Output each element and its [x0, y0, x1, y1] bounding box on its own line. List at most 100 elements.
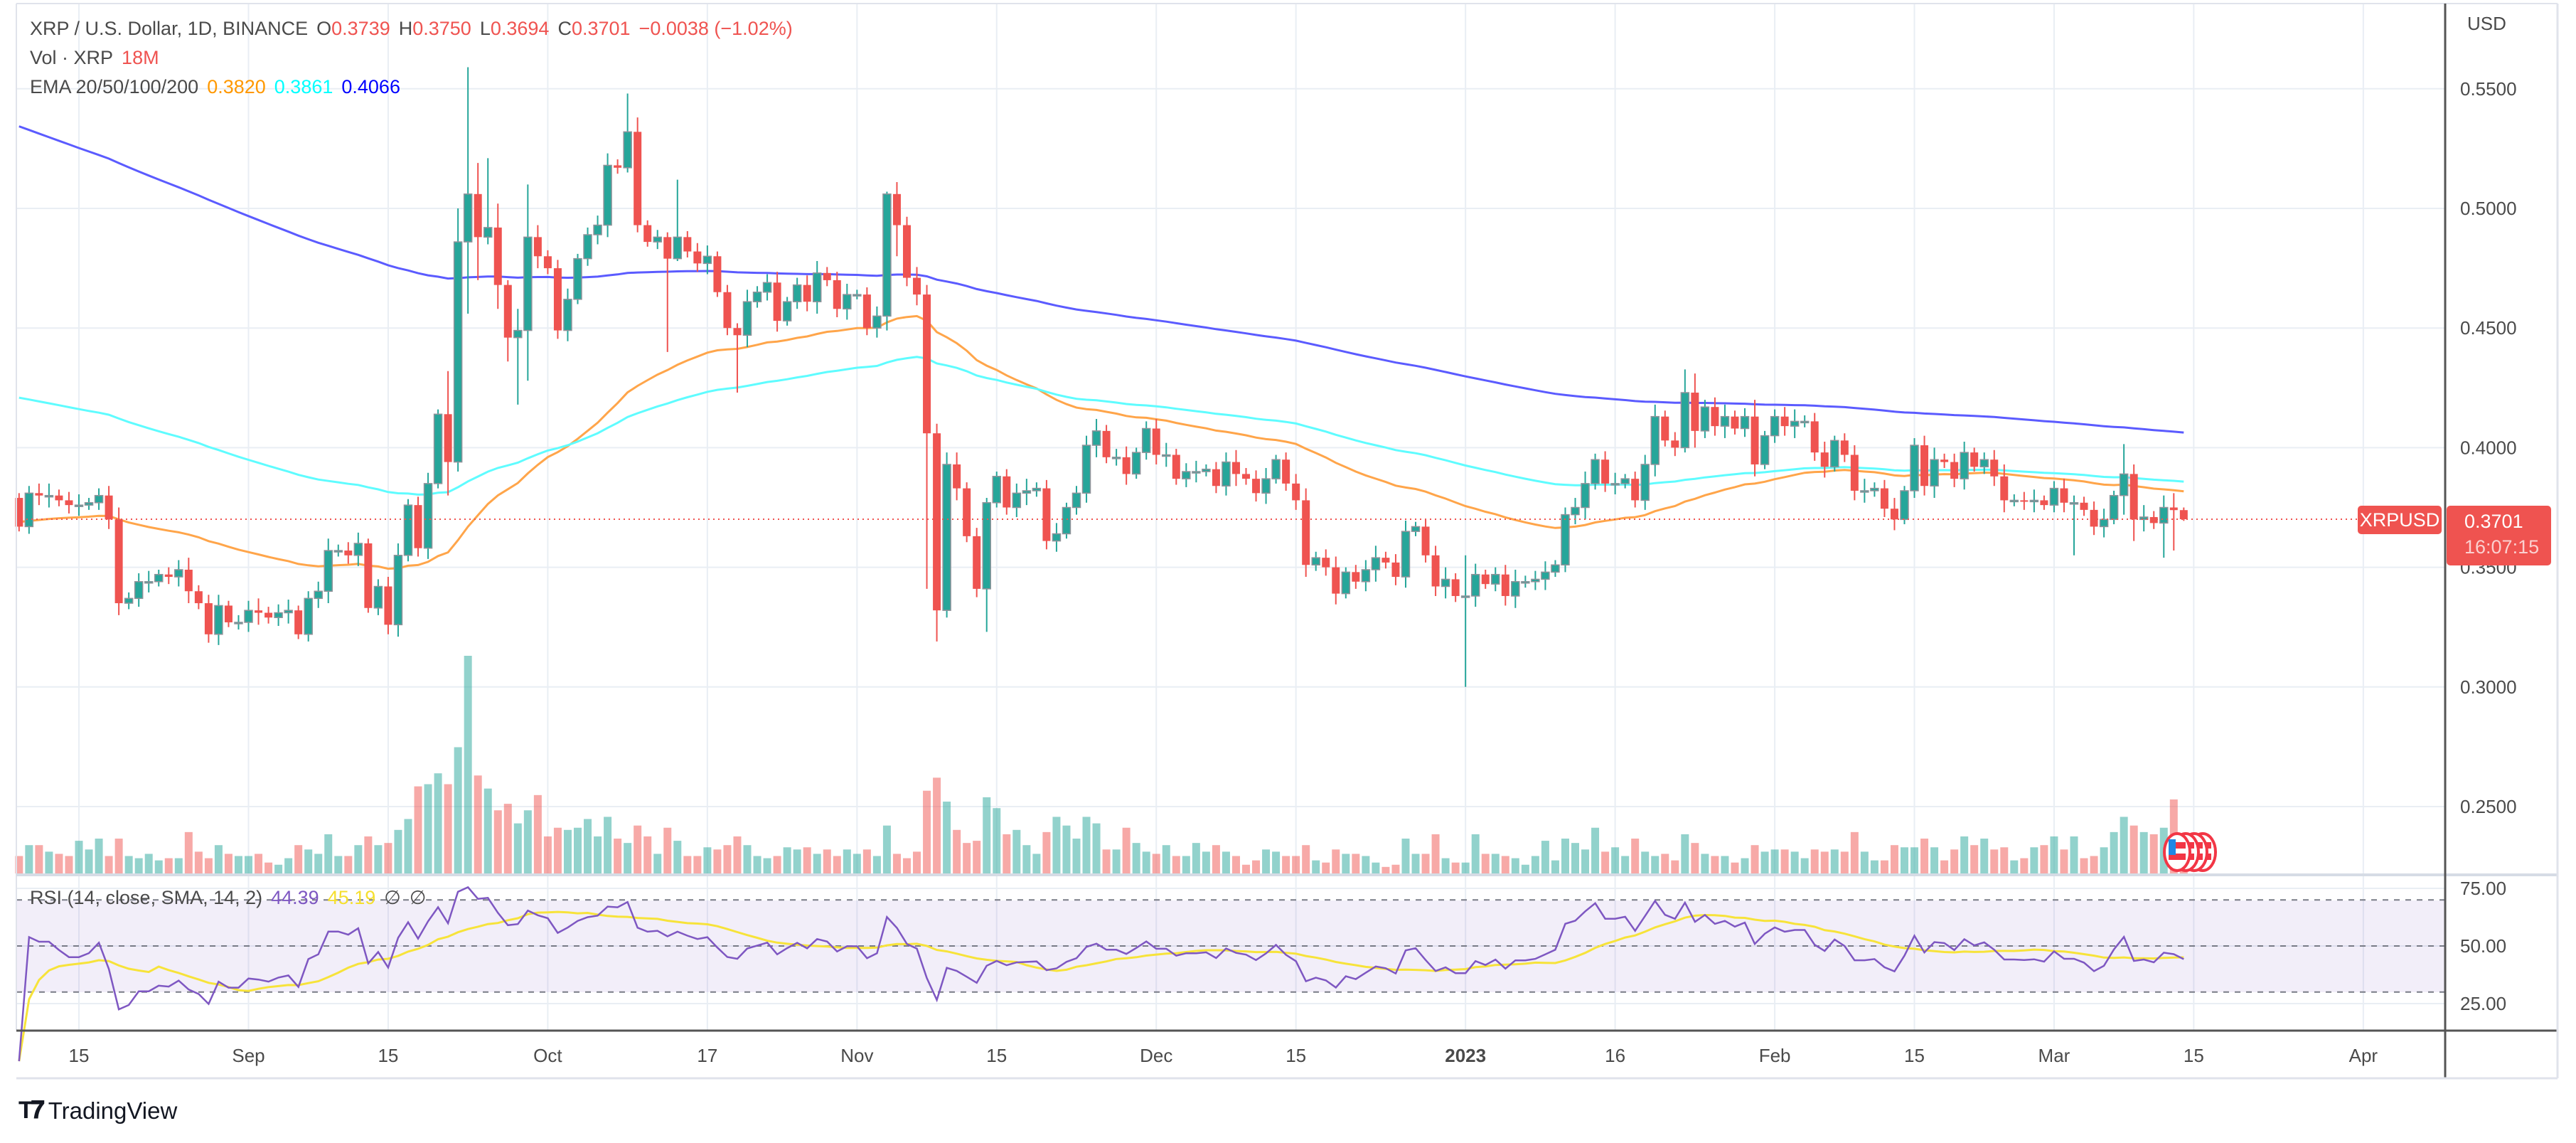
candle-body — [803, 285, 811, 302]
candle-body — [643, 225, 652, 243]
candle-body — [1740, 415, 1750, 430]
volume-bars — [15, 656, 2188, 873]
volume-bar — [2129, 825, 2138, 873]
candle-body — [144, 581, 154, 584]
volume-bar — [683, 856, 692, 873]
volume-bar — [324, 834, 333, 873]
volume-bar — [1760, 851, 1769, 873]
candle-body — [483, 227, 493, 238]
volume-bar — [384, 843, 392, 873]
volume-bar — [604, 817, 612, 873]
candle-body — [444, 414, 452, 462]
volume-bar — [1691, 843, 1699, 873]
candle-body — [973, 536, 981, 589]
ema-legend[interactable]: EMA 20/50/100/200 0.3820 0.3861 0.4066 — [30, 74, 400, 100]
rsi-axis[interactable]: 75.00 50.00 25.00 — [2460, 878, 2506, 1014]
candle-body — [992, 476, 1002, 504]
candle-body — [1302, 500, 1310, 565]
symbol-price-tag: XRPUSD — [2358, 506, 2442, 534]
volume-bar — [1362, 856, 1370, 873]
tradingview-logo[interactable]: T𝟕 TradingView — [18, 1097, 177, 1125]
candle-body — [2129, 474, 2138, 520]
candle-body — [1900, 490, 1909, 521]
volume-bar — [1032, 854, 1041, 873]
candle-body — [942, 464, 951, 611]
candle-body — [1880, 488, 1888, 509]
volume-bar — [1701, 854, 1709, 873]
volume-bar — [993, 808, 1001, 873]
candle-body — [1322, 558, 1330, 568]
candle-body — [423, 483, 433, 549]
volume-bar — [1990, 849, 1999, 873]
candle-body — [1122, 457, 1131, 474]
volume-bar — [1930, 847, 1939, 873]
candle-body — [1091, 430, 1101, 446]
close-value: 0.3701 — [571, 17, 631, 39]
rsi-legend[interactable]: RSI (14, close, SMA, 14, 2) 44.39 45.19 … — [30, 885, 426, 910]
economic-event-flags[interactable] — [2163, 832, 2217, 872]
volume-bar — [154, 860, 163, 873]
volume-bar — [634, 825, 642, 873]
volume-bar — [483, 788, 492, 873]
volume-bar — [1591, 827, 1600, 873]
candle-body — [1501, 574, 1509, 596]
candle-body — [782, 301, 792, 321]
candle-body — [1042, 488, 1051, 541]
candle-body — [603, 164, 612, 226]
volume-bar — [693, 856, 702, 873]
volume-bar — [1012, 829, 1021, 873]
volume-bar — [2010, 860, 2019, 873]
volume-bar — [513, 823, 522, 873]
volume-bar — [533, 794, 542, 873]
candle-body — [1640, 464, 1650, 501]
candle-body — [1780, 416, 1789, 427]
symbol-title[interactable]: XRP / U.S. Dollar, 1D, BINANCE — [30, 17, 309, 39]
volume-bar — [474, 775, 482, 873]
candle-body — [114, 519, 123, 604]
candle-body — [1371, 557, 1381, 570]
volume-bar — [1810, 849, 1819, 873]
volume-bar — [1102, 849, 1111, 873]
volume-bar — [1910, 847, 1919, 873]
candle-body — [1680, 392, 1690, 449]
rsi-extra-1: ∅ — [384, 886, 401, 908]
candle-body — [2159, 506, 2169, 524]
candle-body — [1830, 440, 1839, 468]
volume-bar — [1292, 856, 1300, 873]
volume-bar — [1840, 851, 1849, 873]
volume-bar — [144, 854, 153, 873]
volume-bar — [1202, 851, 1210, 873]
volume-bar — [663, 827, 672, 873]
candle-body — [403, 504, 413, 556]
volume-bar — [394, 829, 402, 873]
volume-bar — [813, 854, 821, 873]
candle-body — [1561, 514, 1570, 565]
candle-body — [553, 268, 562, 331]
volume-bar — [624, 843, 632, 873]
volume-bar — [1282, 856, 1290, 873]
volume-legend[interactable]: Vol · XRP 18M — [30, 45, 159, 70]
candle-body — [833, 280, 841, 309]
candle-body — [94, 494, 104, 504]
volume-bar — [1531, 856, 1539, 873]
volume-bar — [1441, 858, 1450, 873]
candle-body — [204, 603, 213, 634]
candle-body — [255, 610, 263, 613]
volume-bar — [35, 845, 43, 873]
price-axis[interactable]: USD 0.55000.50000.45000.40000.35000.3000… — [2460, 13, 2517, 817]
symbol-legend[interactable]: XRP / U.S. Dollar, 1D, BINANCE O0.3739 H… — [30, 16, 793, 41]
volume-bar — [823, 849, 831, 873]
volume-bar — [1581, 849, 1590, 873]
candle-body — [493, 227, 502, 285]
candle-body — [134, 581, 144, 600]
time-axis[interactable]: 15 Sep 15 Oct 17 Nov 15 Dec 15 2023 16 Feb 15 Mar 15 Ap… — [69, 1045, 2378, 1066]
candle-body — [284, 610, 293, 614]
volume-bar — [204, 858, 213, 873]
candle-body — [723, 292, 732, 329]
volume-bar — [1681, 834, 1689, 873]
volume-bar — [1671, 860, 1679, 873]
volume-bar — [2040, 845, 2048, 873]
candle-body — [523, 236, 533, 331]
volume-bar — [114, 839, 123, 873]
